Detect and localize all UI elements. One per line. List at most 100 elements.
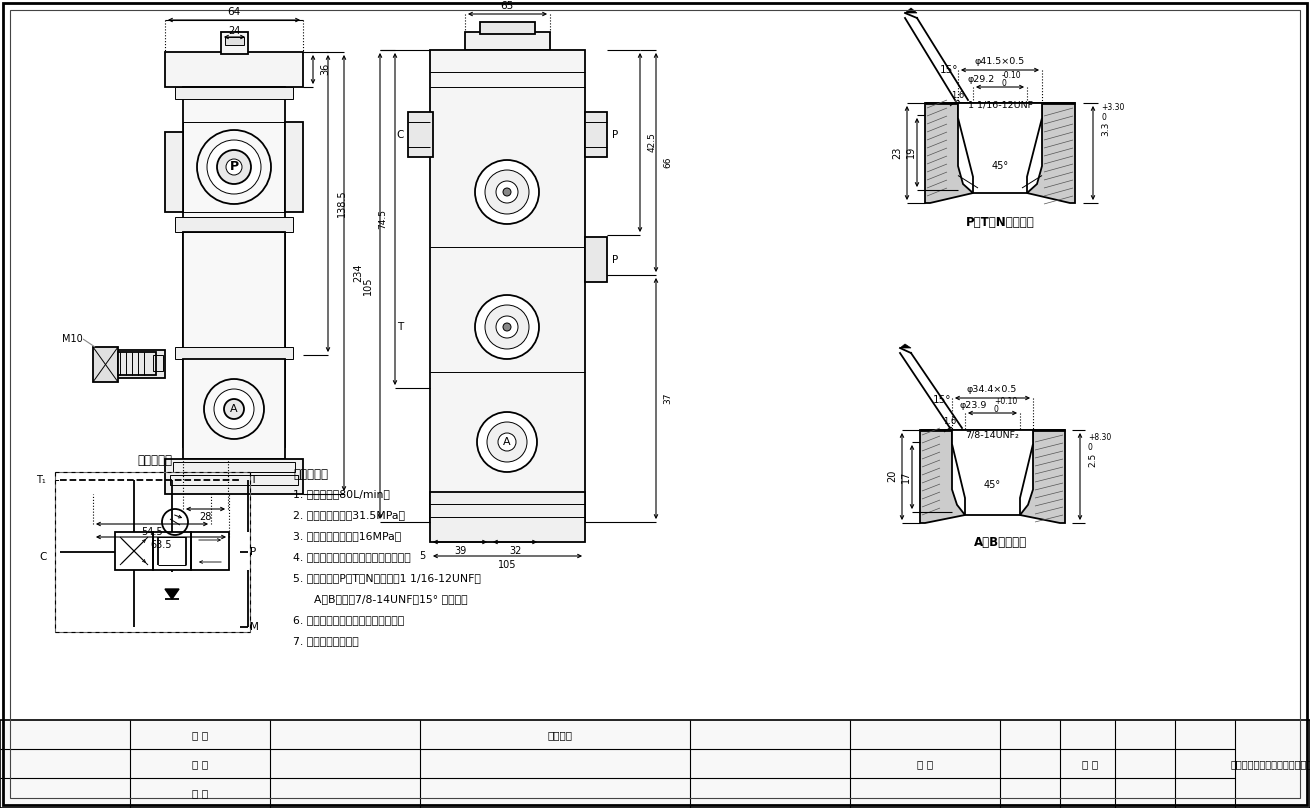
Circle shape [503, 188, 511, 196]
Text: 15°: 15° [941, 65, 959, 75]
Bar [165, 132, 183, 212]
Text: 23: 23 [892, 147, 903, 159]
Polygon shape [925, 103, 973, 203]
Circle shape [496, 316, 517, 338]
Polygon shape [952, 430, 1034, 515]
Text: 制 图: 制 图 [193, 759, 208, 769]
Bar [176, 347, 293, 359]
Circle shape [485, 305, 529, 349]
Text: φ29.2: φ29.2 [968, 75, 996, 85]
Bar [407, 112, 434, 157]
Text: 1 1/16-12UNF: 1 1/16-12UNF [968, 100, 1032, 110]
Text: 45°: 45° [984, 480, 1001, 490]
Text: 36: 36 [320, 63, 330, 75]
Bar [170, 475, 297, 485]
Text: 74.5: 74.5 [379, 209, 388, 229]
Bar [0, 720, 1310, 808]
Text: -0.10: -0.10 [1002, 70, 1022, 79]
Polygon shape [958, 103, 1041, 193]
Bar [165, 459, 303, 494]
Bar [430, 50, 586, 522]
Text: M: M [250, 622, 259, 632]
Bar [153, 532, 191, 570]
Text: 0: 0 [1002, 78, 1007, 87]
Text: P: P [612, 130, 618, 140]
Bar [479, 22, 534, 34]
Circle shape [476, 160, 538, 224]
Bar [93, 347, 118, 382]
Circle shape [214, 389, 254, 429]
Text: 0: 0 [994, 405, 998, 414]
Polygon shape [1020, 430, 1065, 523]
Text: +8.30: +8.30 [1089, 434, 1111, 443]
Text: 105: 105 [363, 277, 373, 295]
Text: 7/8-14UNF₂: 7/8-14UNF₂ [965, 431, 1019, 440]
Text: 32: 32 [508, 546, 521, 556]
Circle shape [227, 159, 242, 175]
Bar [176, 87, 293, 99]
Text: 65: 65 [500, 1, 514, 11]
Bar [221, 32, 248, 54]
Text: 青州博信华盛液压科技有限公司: 青州博信华盛液压科技有限公司 [1231, 759, 1310, 769]
Text: A、B油口尺寸: A、B油口尺寸 [973, 537, 1027, 549]
Text: 5: 5 [419, 551, 426, 561]
Bar [165, 52, 303, 87]
Polygon shape [1027, 103, 1076, 203]
Text: 17: 17 [901, 471, 910, 483]
Bar [183, 232, 286, 352]
Text: 66: 66 [663, 156, 672, 168]
Text: 1.6: 1.6 [951, 90, 964, 99]
Text: A: A [503, 437, 511, 447]
Text: 15°: 15° [933, 395, 951, 405]
Text: φ34.4×0.5: φ34.4×0.5 [967, 385, 1017, 394]
Bar [183, 87, 286, 447]
Text: 2.5: 2.5 [1089, 452, 1096, 467]
Circle shape [224, 399, 244, 419]
Circle shape [217, 150, 252, 184]
Circle shape [503, 323, 511, 331]
Text: T₁: T₁ [37, 475, 46, 485]
Text: 39: 39 [453, 546, 466, 556]
Bar [173, 462, 295, 472]
Text: P: P [612, 255, 618, 265]
Text: 1.6: 1.6 [943, 418, 956, 427]
Text: 138.5: 138.5 [337, 189, 347, 217]
Text: P: P [250, 547, 257, 557]
Text: P、T、N油口尺寸: P、T、N油口尺寸 [965, 217, 1035, 229]
Text: 4. 各运动部分必须灵活，无卡滞现象；: 4. 各运动部分必须灵活，无卡滞现象； [293, 552, 411, 562]
Bar [465, 32, 550, 50]
Text: M10: M10 [63, 334, 83, 344]
Text: 6. 各进出油口用塑料油塞密封防尘。: 6. 各进出油口用塑料油塞密封防尘。 [293, 615, 405, 625]
Bar [586, 237, 607, 282]
Circle shape [204, 379, 265, 439]
Circle shape [196, 130, 271, 204]
Polygon shape [165, 589, 179, 599]
Circle shape [498, 433, 516, 451]
Bar [286, 122, 303, 212]
Circle shape [485, 170, 529, 214]
Bar [183, 359, 286, 459]
Text: 比 例: 比 例 [1082, 759, 1098, 769]
Circle shape [207, 140, 261, 194]
Polygon shape [905, 8, 917, 13]
Polygon shape [920, 430, 965, 523]
Bar [225, 37, 244, 45]
Text: 19: 19 [907, 146, 916, 158]
Circle shape [477, 412, 537, 472]
Text: φ41.5×0.5: φ41.5×0.5 [975, 57, 1026, 66]
Bar [176, 217, 293, 232]
Text: C: C [39, 552, 47, 562]
Text: 3.3: 3.3 [1100, 122, 1110, 137]
Text: +3.30: +3.30 [1100, 103, 1124, 112]
Polygon shape [900, 344, 910, 348]
Bar [191, 532, 229, 570]
Bar [183, 122, 286, 212]
Text: 5. 油口尺寸：P、T、N油口均为1 1/16-12UNF；: 5. 油口尺寸：P、T、N油口均为1 1/16-12UNF； [293, 573, 481, 583]
Circle shape [487, 422, 527, 462]
Text: 0: 0 [1100, 113, 1106, 123]
Text: +0.10: +0.10 [994, 397, 1018, 406]
Text: 105: 105 [498, 560, 516, 570]
Text: 技术要求：: 技术要求： [293, 468, 328, 481]
Text: 45°: 45° [992, 161, 1009, 171]
Text: 42.5: 42.5 [647, 132, 656, 152]
